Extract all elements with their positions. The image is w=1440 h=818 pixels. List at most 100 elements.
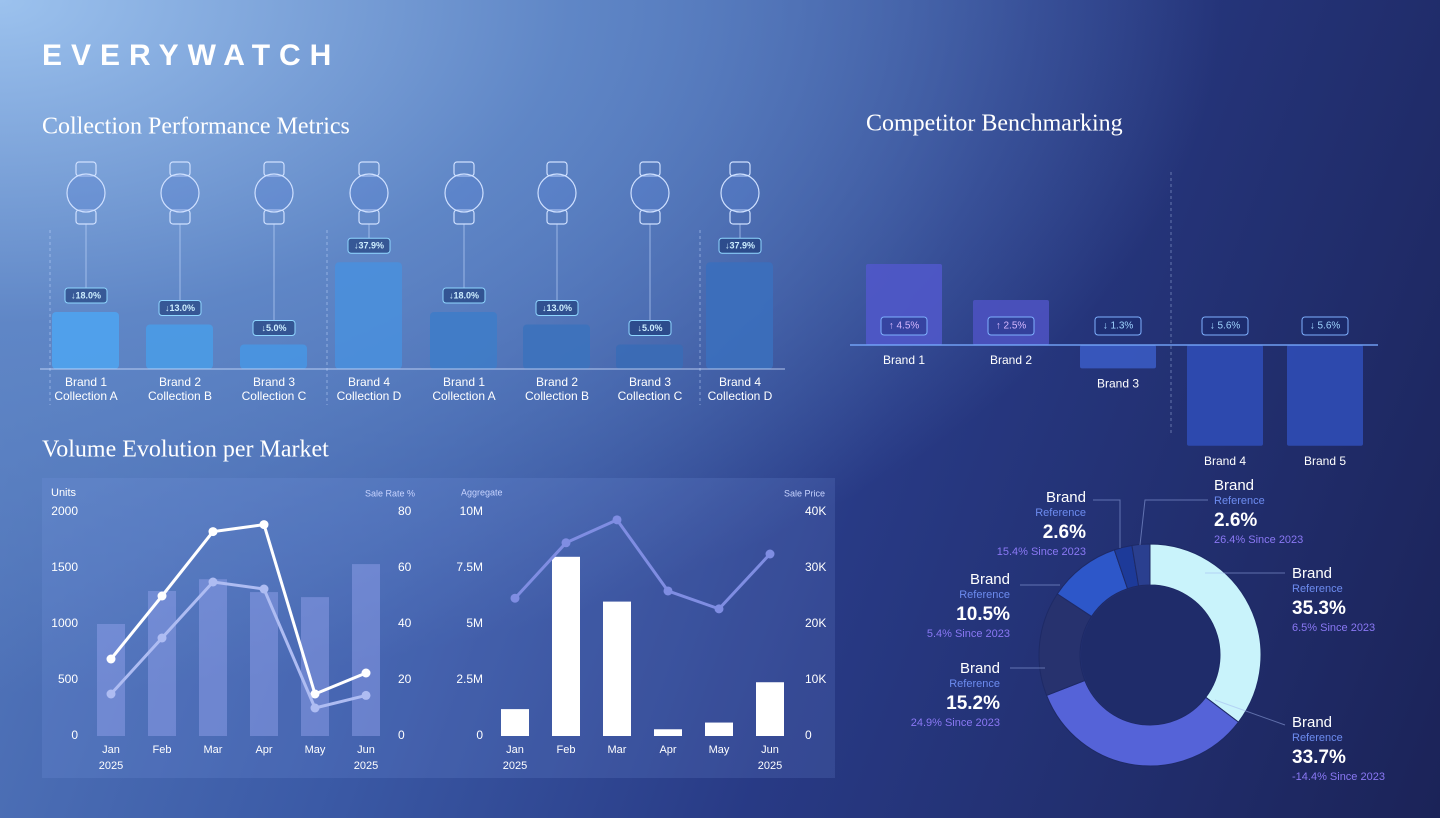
line-point — [510, 593, 520, 603]
x-tick-label: Mar — [204, 744, 223, 756]
y2-tick-label: 20K — [805, 616, 826, 630]
legend-change: 24.9% Since 2023 — [911, 717, 1000, 729]
watch-icon — [720, 173, 760, 213]
y2-tick-label: 80 — [398, 504, 412, 518]
x-tick-label: Brand 1 — [883, 353, 925, 367]
line — [109, 580, 367, 710]
bar — [430, 312, 497, 369]
bar — [523, 324, 590, 369]
x-tick-label: Jun — [761, 744, 779, 756]
value-label: ↓5.0% — [637, 323, 662, 333]
line-point — [157, 591, 167, 601]
line-point — [612, 515, 622, 525]
line-point — [663, 586, 673, 596]
x-tick-label: Brand 2 — [536, 375, 578, 389]
x-tick-label: Apr — [659, 744, 676, 756]
x-tick-label: Collection A — [432, 389, 495, 403]
legend-change: 15.4% Since 2023 — [997, 546, 1086, 558]
line-point — [361, 668, 371, 678]
bar — [866, 264, 942, 345]
x-tick-label: Brand 4 — [1204, 454, 1246, 468]
y2-tick-label: 20 — [398, 672, 412, 686]
y2-tick-label: 30K — [805, 560, 826, 574]
value-label: ↑ 4.5% — [889, 321, 920, 332]
bar — [654, 729, 682, 736]
y2-tick-label: 40 — [398, 616, 412, 630]
x-sublabel: 2025 — [99, 760, 123, 772]
bar — [148, 590, 176, 736]
watch-strap — [453, 161, 475, 177]
x-tick-label: Apr — [255, 744, 272, 756]
x-tick-label: Brand 2 — [990, 353, 1032, 367]
value-label: ↓ 5.6% — [1210, 321, 1241, 332]
legend-name: Brand — [960, 660, 1000, 677]
watch-strap — [169, 161, 191, 177]
chart-title: Collection Performance Metrics — [42, 114, 350, 140]
watch-strap — [358, 161, 380, 177]
value-pill — [252, 320, 296, 336]
legend-sublabel: Reference — [959, 589, 1010, 601]
x-tick-label: Brand 4 — [348, 375, 390, 389]
x-sublabel: 2025 — [503, 760, 527, 772]
value-label: 33.7% — [1292, 747, 1346, 768]
value-pill — [987, 316, 1035, 336]
x-tick-label: Brand 3 — [1097, 377, 1139, 391]
x-tick-label: Brand 3 — [629, 375, 671, 389]
y2-tick-label: 0 — [805, 728, 812, 742]
bar — [756, 682, 784, 736]
donut-slice — [1045, 679, 1240, 767]
bar — [552, 556, 580, 736]
value-pill — [535, 300, 579, 316]
value-label: ↓18.0% — [71, 290, 101, 300]
donut-slice — [1131, 543, 1151, 587]
line-point — [259, 584, 269, 594]
legend-change: 26.4% Since 2023 — [1214, 534, 1303, 546]
bar — [706, 262, 773, 369]
watch-strap — [75, 161, 97, 177]
bar — [97, 624, 125, 736]
line-point — [208, 527, 218, 537]
leader-line — [1214, 699, 1286, 726]
y-tick-label: 1000 — [51, 616, 78, 630]
x-tick-label: Brand 4 — [719, 375, 761, 389]
line — [513, 518, 772, 611]
x-tick-label: Collection C — [242, 389, 307, 403]
chart-title: Volume Evolution per Market — [42, 437, 329, 463]
watch-icon — [444, 173, 484, 213]
watch-icon — [630, 173, 670, 213]
value-pill — [718, 237, 762, 254]
y2-tick-label: 60 — [398, 560, 412, 574]
value-pill — [64, 287, 108, 304]
axis-title: Units — [51, 487, 77, 499]
value-pill — [1301, 316, 1349, 336]
x-tick-label: Jan — [506, 744, 524, 756]
chart-title: Competitor Benchmarking — [866, 111, 1123, 137]
bar — [352, 564, 380, 736]
x-tick-label: Collection D — [337, 389, 402, 403]
y-tick-label: 2000 — [51, 504, 78, 518]
legend-change: 6.5% Since 2023 — [1292, 622, 1375, 634]
value-label: ↓ 1.3% — [1103, 321, 1134, 332]
bar — [146, 324, 213, 369]
value-pill — [442, 287, 486, 304]
x-tick-label: Feb — [557, 744, 576, 756]
line-point — [106, 689, 116, 699]
value-label: 10.5% — [956, 604, 1010, 625]
y-tick-label: 10M — [460, 504, 483, 518]
value-label: 35.3% — [1292, 598, 1346, 619]
x-tick-label: Collection C — [618, 389, 683, 403]
bar — [973, 300, 1049, 345]
leader-line — [1093, 499, 1121, 548]
axis-title: Aggregate — [461, 487, 503, 497]
y2-tick-label: 0 — [398, 728, 405, 742]
leader-line — [1139, 499, 1208, 546]
line-point — [561, 538, 571, 548]
bar — [1080, 345, 1156, 369]
value-label: ↓37.9% — [354, 241, 384, 251]
legend-name: Brand — [1292, 565, 1332, 582]
value-label: 2.6% — [1214, 510, 1257, 531]
line-point — [106, 654, 116, 664]
x-tick-label: May — [305, 744, 326, 756]
legend-change: -14.4% Since 2023 — [1292, 771, 1385, 783]
value-label: ↓13.0% — [542, 303, 572, 313]
